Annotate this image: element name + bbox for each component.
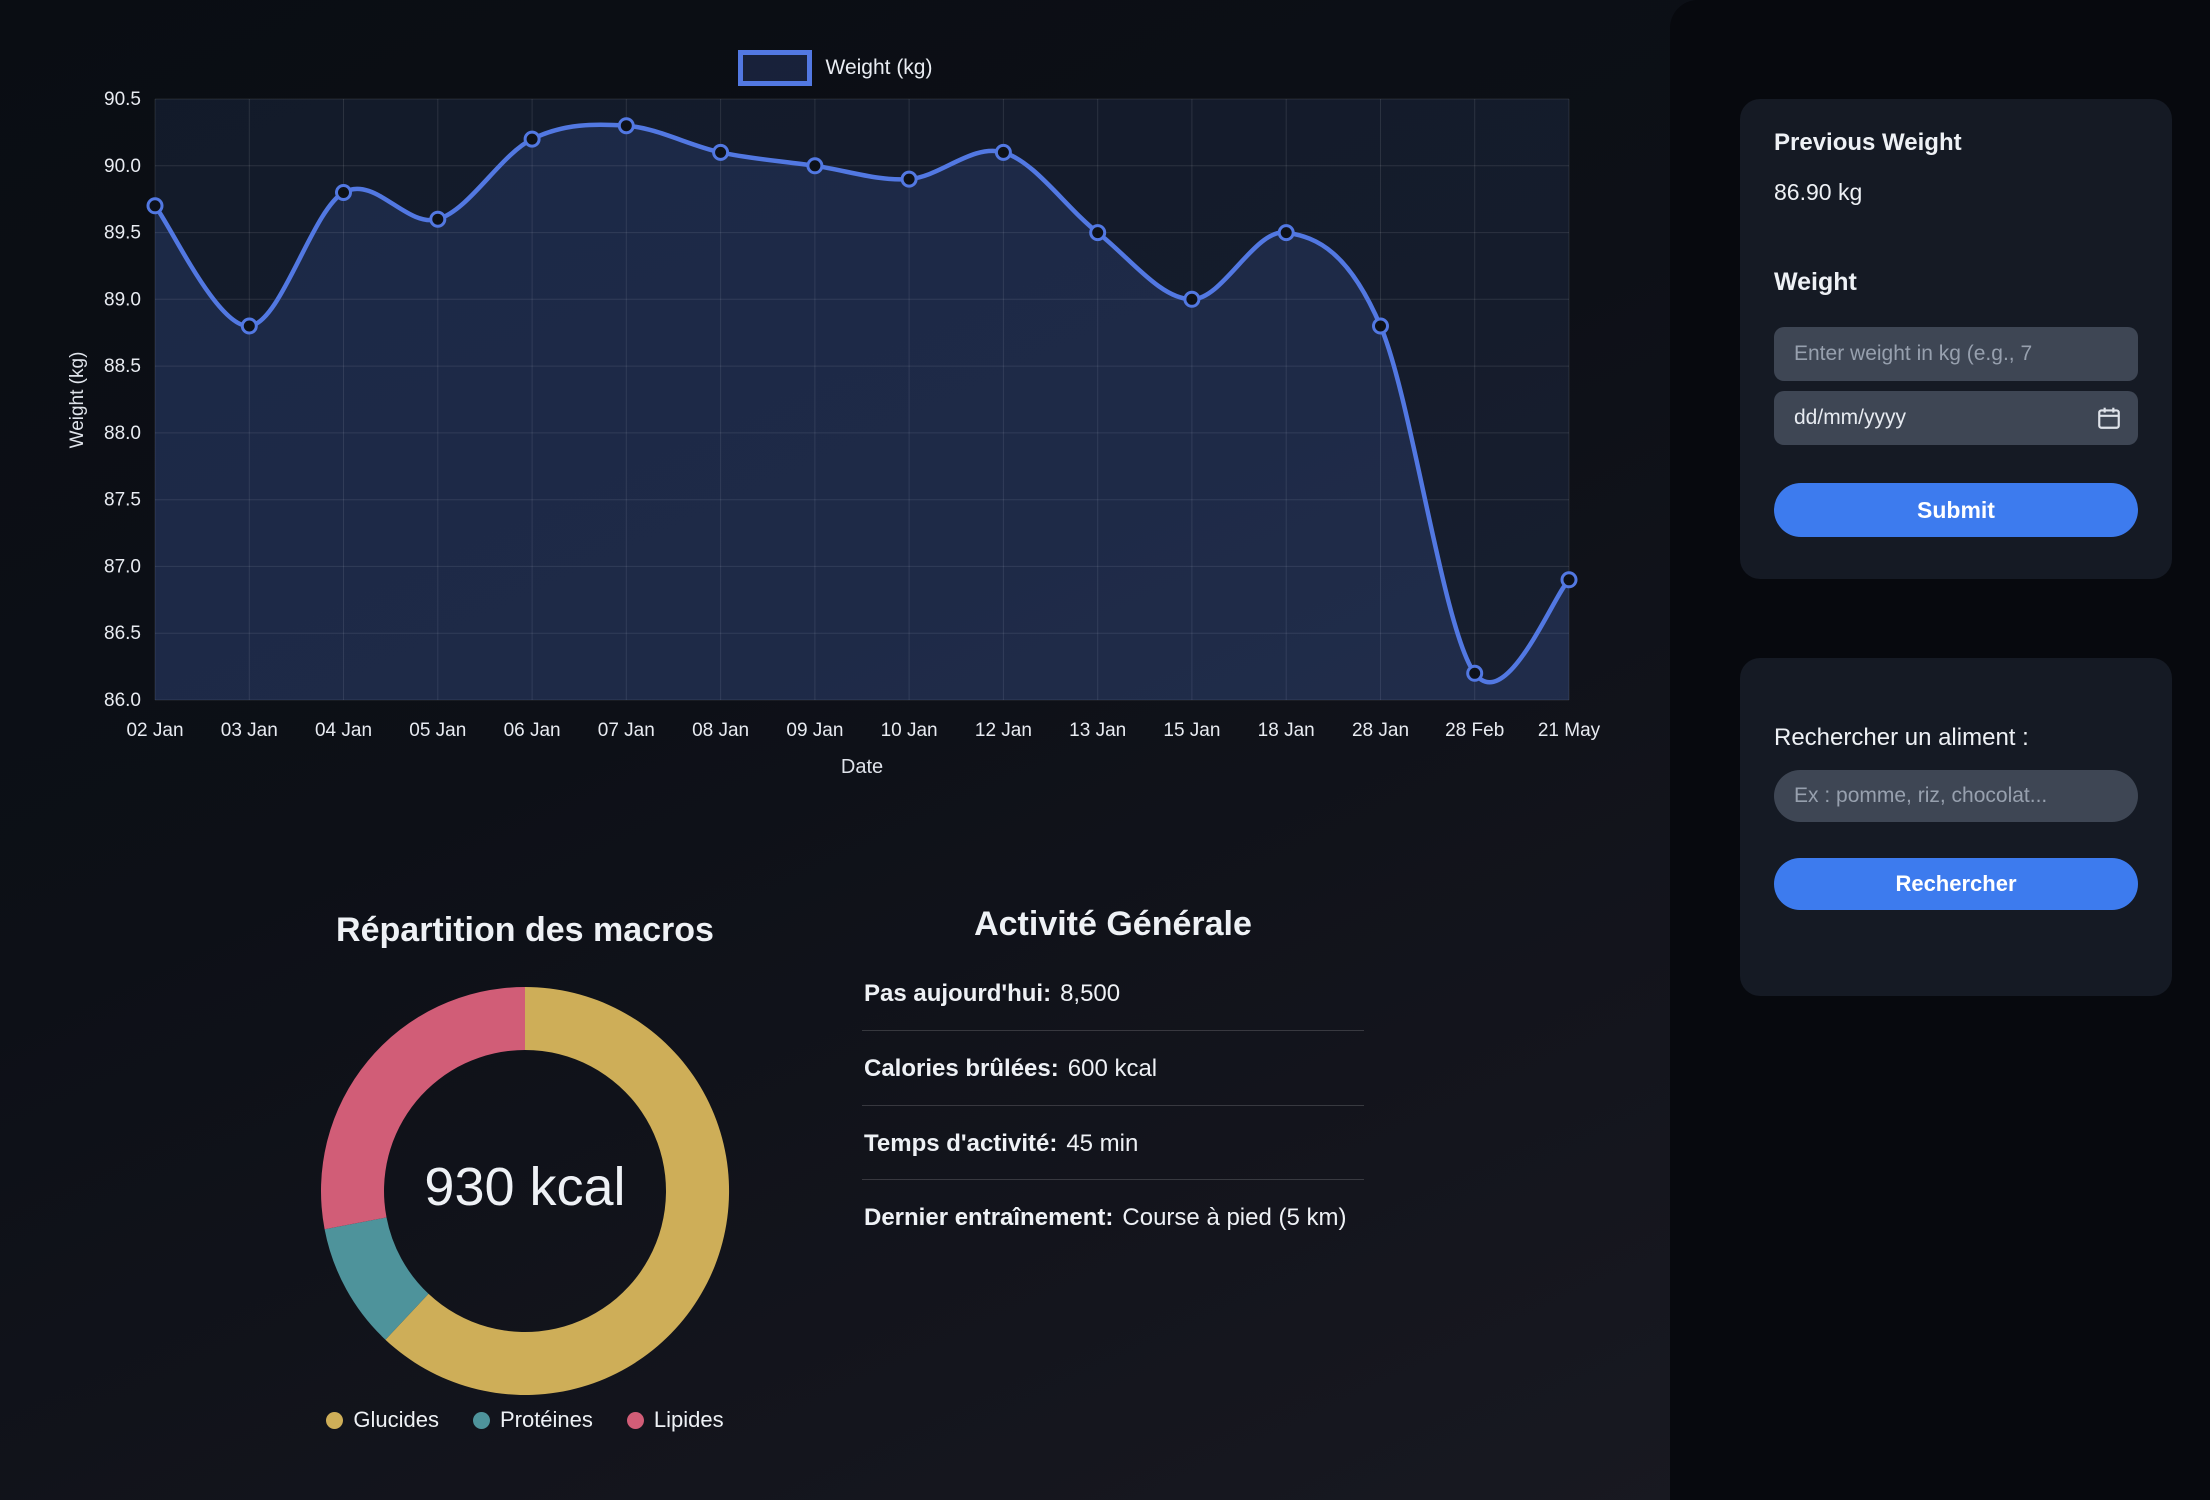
svg-text:18 Jan: 18 Jan [1258, 720, 1315, 741]
svg-text:87.0: 87.0 [104, 556, 141, 577]
svg-text:03 Jan: 03 Jan [221, 720, 278, 741]
svg-text:89.0: 89.0 [104, 289, 141, 310]
weight-card: Previous Weight 86.90 kg Weight Submit [1740, 99, 2172, 579]
svg-text:07 Jan: 07 Jan [598, 720, 655, 741]
svg-text:08 Jan: 08 Jan [692, 720, 749, 741]
donut-legend: Glucides Protéines Lipides [175, 1407, 875, 1433]
proteines-label: Protéines [499, 1407, 593, 1432]
y-axis-title: Weight (kg) [67, 351, 88, 449]
submit-button[interactable]: Submit [1774, 483, 2138, 537]
last-workout-value: Course à pied (5 km) [1122, 1204, 1347, 1232]
weight-label: Weight [1774, 268, 1857, 296]
svg-text:13 Jan: 13 Jan [1069, 720, 1126, 741]
glucides-swatch-icon [326, 1411, 344, 1429]
svg-text:09 Jan: 09 Jan [786, 720, 843, 741]
activity-section: Activité Générale Pas aujourd'hui: 8,500 … [862, 905, 1364, 1254]
legend-label: Weight (kg) [825, 56, 933, 79]
svg-text:90.5: 90.5 [104, 89, 141, 110]
rechercher-button[interactable]: Rechercher [1774, 858, 2138, 910]
svg-text:04 Jan: 04 Jan [315, 720, 372, 741]
macros-donut-svg [320, 987, 730, 1395]
previous-weight-label: Previous Weight [1774, 129, 1962, 156]
macros-title: Répartition des macros [336, 911, 714, 949]
sidebar: Previous Weight 86.90 kg Weight Submit R… [1670, 0, 2210, 1500]
glucides-label: Glucides [353, 1407, 439, 1432]
x-axis-title: Date [840, 756, 884, 778]
activity-row-last-workout: Dernier entraînement: Course à pied (5 km… [862, 1180, 1364, 1254]
svg-text:12 Jan: 12 Jan [975, 720, 1032, 741]
activity-row-time: Temps d'activité: 45 min [862, 1106, 1364, 1181]
chart-legend[interactable]: Weight (kg) [0, 50, 1670, 86]
weight-chart-section: Weight (kg) 86.0 86.5 87.0 87.5 88.0 88.5 89.0… [0, 0, 1670, 800]
svg-text:06 Jan: 06 Jan [504, 720, 561, 741]
calories-value: 600 kcal [1067, 1054, 1158, 1082]
svg-text:02 Jan: 02 Jan [126, 720, 183, 741]
weight-line-svg: 86.0 86.5 87.0 87.5 88.0 88.5 89.0 89.5 90.0 90.5… [104, 89, 1601, 741]
calendar-icon[interactable] [2096, 405, 2122, 436]
svg-text:87.5: 87.5 [104, 490, 141, 511]
activity-row-steps: Pas aujourd'hui: 8,500 [862, 956, 1364, 1031]
svg-text:88.0: 88.0 [104, 423, 141, 444]
legend-swatch [737, 50, 812, 86]
food-search-input[interactable] [1774, 770, 2138, 822]
svg-text:10 Jan: 10 Jan [881, 720, 938, 741]
time-value: 45 min [1066, 1129, 1139, 1157]
svg-text:86.0: 86.0 [104, 690, 141, 711]
macros-chart-section: Répartition des macros 930 kcal Glucides… [225, 885, 825, 1500]
svg-text:28 Feb: 28 Feb [1445, 720, 1504, 741]
calories-label: Calories brûlées: [864, 1054, 1059, 1082]
svg-text:90.0: 90.0 [104, 156, 141, 177]
food-search-card: Rechercher un aliment : Rechercher [1740, 658, 2172, 996]
donut-center-label: 930 kcal [424, 1157, 626, 1217]
previous-weight-value: 86.90 kg [1774, 179, 1863, 205]
legend-item-glucides[interactable]: Glucides [326, 1407, 439, 1433]
legend-item-lipides[interactable]: Lipides [626, 1407, 724, 1433]
date-input[interactable] [1774, 391, 2138, 445]
proteines-swatch-icon [472, 1411, 490, 1429]
date-field[interactable] [1774, 391, 2138, 445]
svg-text:89.5: 89.5 [104, 223, 141, 244]
legend-item-proteines[interactable]: Protéines [472, 1407, 593, 1433]
lipides-swatch-icon [626, 1411, 644, 1429]
svg-text:21 May: 21 May [1538, 720, 1601, 741]
svg-text:88.5: 88.5 [104, 356, 141, 377]
svg-text:86.5: 86.5 [104, 623, 141, 644]
lipides-label: Lipides [653, 1407, 724, 1432]
time-label: Temps d'activité: [864, 1129, 1058, 1157]
steps-value: 8,500 [1060, 980, 1121, 1007]
activity-title: Activité Générale [974, 905, 1252, 943]
svg-text:28 Jan: 28 Jan [1352, 720, 1409, 741]
steps-label: Pas aujourd'hui: [864, 980, 1052, 1007]
svg-text:15 Jan: 15 Jan [1163, 720, 1220, 741]
food-search-label: Rechercher un aliment : [1774, 724, 2029, 751]
activity-row-calories: Calories brûlées: 600 kcal [862, 1031, 1364, 1106]
svg-text:05 Jan: 05 Jan [409, 720, 466, 741]
last-workout-label: Dernier entraînement: [864, 1204, 1114, 1232]
weight-input[interactable] [1774, 327, 2138, 381]
